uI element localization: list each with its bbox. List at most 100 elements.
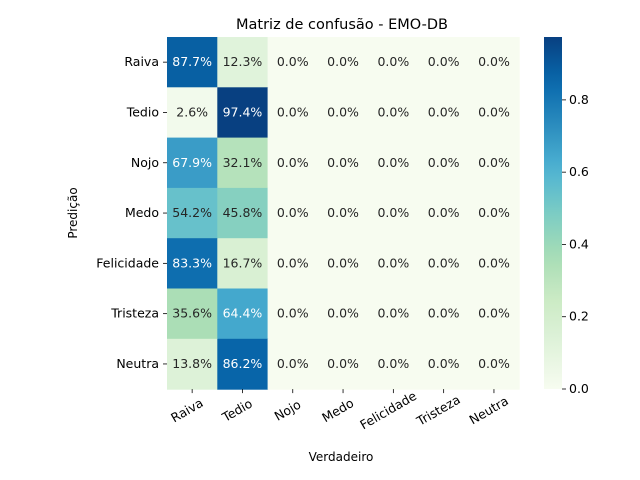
cell-value-label: 54.2% xyxy=(172,205,212,220)
heatmap-cell xyxy=(418,288,470,340)
heatmap-cell xyxy=(267,238,319,290)
cell-value-label: 0.0% xyxy=(277,356,309,371)
heatmap-cell xyxy=(368,187,420,239)
cell-value-label: 0.0% xyxy=(377,306,409,321)
heatmap-cell xyxy=(217,338,269,390)
heatmap-cell xyxy=(468,87,520,139)
cell-value-label: 0.0% xyxy=(277,255,309,270)
heatmap-cell xyxy=(167,338,218,390)
cell-value-label: 0.0% xyxy=(327,155,359,170)
colorbar: 0.0 0.2 0.4 0.6 0.8 xyxy=(544,37,589,396)
heatmap-cell xyxy=(217,37,269,88)
cell-value-label: 0.0% xyxy=(377,356,409,371)
heatmap-cell xyxy=(217,238,269,290)
cell-value-label: 0.0% xyxy=(327,255,359,270)
x-axis-label: Verdadeiro xyxy=(309,450,374,464)
heatmap-cell xyxy=(418,137,470,189)
cell-value-label: 0.0% xyxy=(377,104,409,119)
heatmap-cell xyxy=(317,238,369,290)
heatmap-cell xyxy=(317,137,369,189)
x-tick-label: Nojo xyxy=(272,397,304,424)
cell-value-label: 86.2% xyxy=(223,356,263,371)
y-tick-label: Medo xyxy=(125,205,159,220)
cell-value-label: 0.0% xyxy=(428,104,460,119)
heatmap-cell xyxy=(267,137,319,189)
x-tick-label: Neutra xyxy=(466,393,510,427)
heatmap-cell xyxy=(317,37,369,88)
heatmap-cell xyxy=(167,187,218,239)
colorbar-tick-label: 0.8 xyxy=(569,92,589,107)
cell-value-label: 0.0% xyxy=(428,54,460,69)
cell-value-label: 97.4% xyxy=(223,104,263,119)
heatmap-cell xyxy=(368,238,420,290)
cell-value-label: 0.0% xyxy=(478,306,510,321)
colorbar-tick-label: 0.2 xyxy=(569,309,589,324)
cell-value-label: 13.8% xyxy=(172,356,212,371)
cell-value-label: 0.0% xyxy=(277,54,309,69)
heatmap-cell xyxy=(267,288,319,340)
cell-value-label: 0.0% xyxy=(478,104,510,119)
cell-value-label: 0.0% xyxy=(327,104,359,119)
y-tick-label: Tedio xyxy=(126,104,159,119)
heatmap-cell xyxy=(267,87,319,139)
heatmap-cell xyxy=(368,87,420,139)
x-tick-label: Raiva xyxy=(168,395,205,425)
cell-value-label: 0.0% xyxy=(428,356,460,371)
heatmap-cell xyxy=(418,37,470,88)
cell-value-label: 12.3% xyxy=(223,54,263,69)
heatmap-cell xyxy=(267,37,319,88)
heatmap-cell xyxy=(468,288,520,340)
heatmap-cell xyxy=(317,187,369,239)
heatmap-cell xyxy=(217,288,269,340)
heatmap-cell xyxy=(468,238,520,290)
cell-value-label: 0.0% xyxy=(478,255,510,270)
cell-value-label: 2.6% xyxy=(176,104,208,119)
cell-value-label: 0.0% xyxy=(428,306,460,321)
heatmap-cell xyxy=(167,137,218,189)
heatmap-cell xyxy=(267,338,319,390)
heatmap-cell xyxy=(418,338,470,390)
y-axis-label: Predição xyxy=(66,187,80,238)
x-tick-label: Tedio xyxy=(219,396,255,426)
cell-value-label: 64.4% xyxy=(223,306,263,321)
heatmap-cell xyxy=(368,37,420,88)
heatmap-cell xyxy=(317,288,369,340)
heatmap-cell xyxy=(167,238,218,290)
heatmap-cell xyxy=(267,187,319,239)
heatmap-cell xyxy=(368,288,420,340)
heatmap-cell xyxy=(418,187,470,239)
heatmap-cell xyxy=(468,187,520,239)
heatmap-cell xyxy=(468,338,520,390)
heatmap-cell xyxy=(317,87,369,139)
cell-value-label: 0.0% xyxy=(277,155,309,170)
cell-value-label: 87.7% xyxy=(172,54,212,69)
heatmap-cell xyxy=(217,187,269,239)
x-tick-label: Medo xyxy=(319,395,356,425)
chart-title: Matriz de confusão - EMO-DB xyxy=(236,17,448,33)
colorbar-tick-label: 0.6 xyxy=(569,164,589,179)
y-tick-label: Tristeza xyxy=(110,306,159,321)
cell-value-label: 0.0% xyxy=(377,205,409,220)
cell-value-label: 35.6% xyxy=(172,306,212,321)
heatmap-cell xyxy=(418,238,470,290)
heatmap-cell xyxy=(368,137,420,189)
cell-value-label: 0.0% xyxy=(428,205,460,220)
cell-value-label: 0.0% xyxy=(327,306,359,321)
cell-value-label: 45.8% xyxy=(223,205,263,220)
cell-value-label: 0.0% xyxy=(377,54,409,69)
heatmap-cell xyxy=(468,37,520,88)
cell-value-label: 0.0% xyxy=(377,155,409,170)
y-tick-label: Nojo xyxy=(131,155,159,170)
cell-value-label: 0.0% xyxy=(478,155,510,170)
y-tick-label: Neutra xyxy=(116,356,159,371)
heatmap-cell xyxy=(167,288,218,340)
cell-value-label: 0.0% xyxy=(327,356,359,371)
cell-value-label: 0.0% xyxy=(277,205,309,220)
y-axis: Raiva Tedio Nojo Medo Felicidade Tristeza Neut… xyxy=(96,54,167,371)
heatmap-cell xyxy=(217,137,269,189)
colorbar-tick-label: 0.4 xyxy=(569,236,589,251)
heatmap-cell xyxy=(368,338,420,390)
cell-value-label: 0.0% xyxy=(478,356,510,371)
